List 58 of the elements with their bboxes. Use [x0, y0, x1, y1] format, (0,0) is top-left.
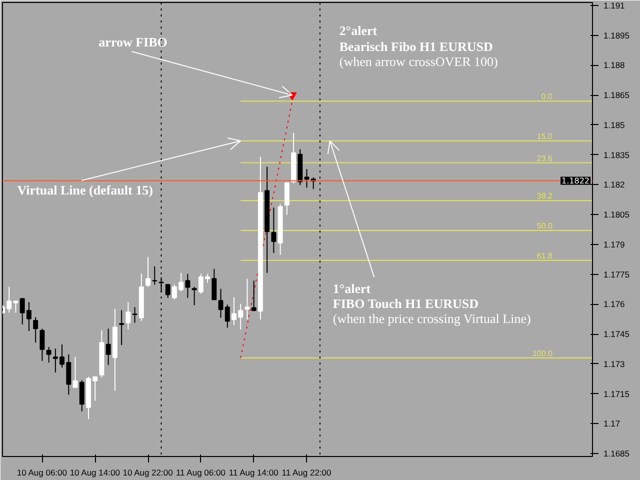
y-tick-label: 1.1865	[604, 90, 630, 100]
candlestick	[165, 283, 170, 298]
series-label: 100.0	[532, 348, 554, 358]
candlestick	[244, 278, 250, 320]
y-tick-label: 1.1835	[604, 150, 630, 160]
annotation: FIBO Touch H1 EURUSD	[332, 296, 478, 311]
y-tick-label: 1.1895	[604, 30, 630, 40]
annotation: (when the price crossing Virtual Line)	[332, 310, 531, 326]
y-tick-label: 1.1745	[604, 329, 630, 340]
y-tick-label: 1.185	[604, 120, 626, 130]
candlestick	[119, 310, 124, 346]
candlestick	[106, 328, 111, 366]
candlestick	[40, 328, 45, 362]
x-tick-label: 10 Aug 14:00	[70, 468, 120, 478]
x-tick-label: 11 Aug 06:00	[176, 468, 226, 478]
series-label: 23.6	[536, 154, 554, 163]
candlestick	[251, 280, 256, 312]
y-tick-label: 1.173	[604, 358, 626, 369]
y-tick-label: 1.176	[604, 299, 626, 310]
series-label: 50.0	[536, 221, 554, 230]
candlestick	[185, 273, 190, 298]
candlestick	[284, 182, 290, 216]
annotation: 1°alert	[332, 280, 372, 296]
y-tick-label: 1.191	[604, 0, 626, 10]
y-tick-label: 1.182	[604, 180, 626, 190]
candlestick	[271, 207, 276, 254]
series-label: 61.8	[536, 251, 554, 260]
x-tick-label: 11 Aug 14:00	[228, 468, 279, 478]
candlestick	[212, 268, 217, 300]
annotation: 2°alert	[339, 22, 378, 38]
candlestick	[192, 286, 197, 306]
candlestick	[146, 256, 150, 288]
candlestick	[126, 302, 131, 330]
candlestick	[304, 168, 310, 188]
series-label: 0.0	[541, 92, 554, 102]
candlestick	[72, 356, 78, 388]
annotation: (when arrow crossOVER 100)	[339, 54, 498, 69]
annotation: Virtual Line (default 15)	[17, 182, 153, 198]
y-tick-label: 1.1805	[604, 210, 630, 220]
candlestick	[46, 346, 52, 364]
x-tick-label: 11 Aug 22:00	[282, 468, 332, 478]
ref-line-label: 1.1822	[562, 176, 590, 186]
y-tick-label: 1.179	[604, 239, 626, 250]
x-tick-label: 10 Aug 22:00	[122, 468, 174, 478]
candlestick	[79, 380, 84, 412]
y-tick-label: 1.1715	[604, 388, 630, 399]
candlestick	[33, 316, 38, 344]
x-tick-label: 10 Aug 06:00	[16, 468, 68, 478]
series-label: 15.0	[536, 132, 554, 141]
annotation: Bearisch Fibo H1 EURUSD	[339, 38, 493, 54]
y-tick-label: 1.17	[604, 418, 620, 429]
y-tick-label: 1.1685	[604, 448, 630, 459]
y-tick-label: 1.188	[604, 60, 626, 70]
y-tick-label: 1.1775	[604, 269, 630, 280]
annotation: arrow FIBO	[98, 34, 168, 50]
candlestick	[152, 266, 158, 286]
series-label: 38.2	[536, 192, 554, 201]
candlestick	[132, 306, 138, 324]
